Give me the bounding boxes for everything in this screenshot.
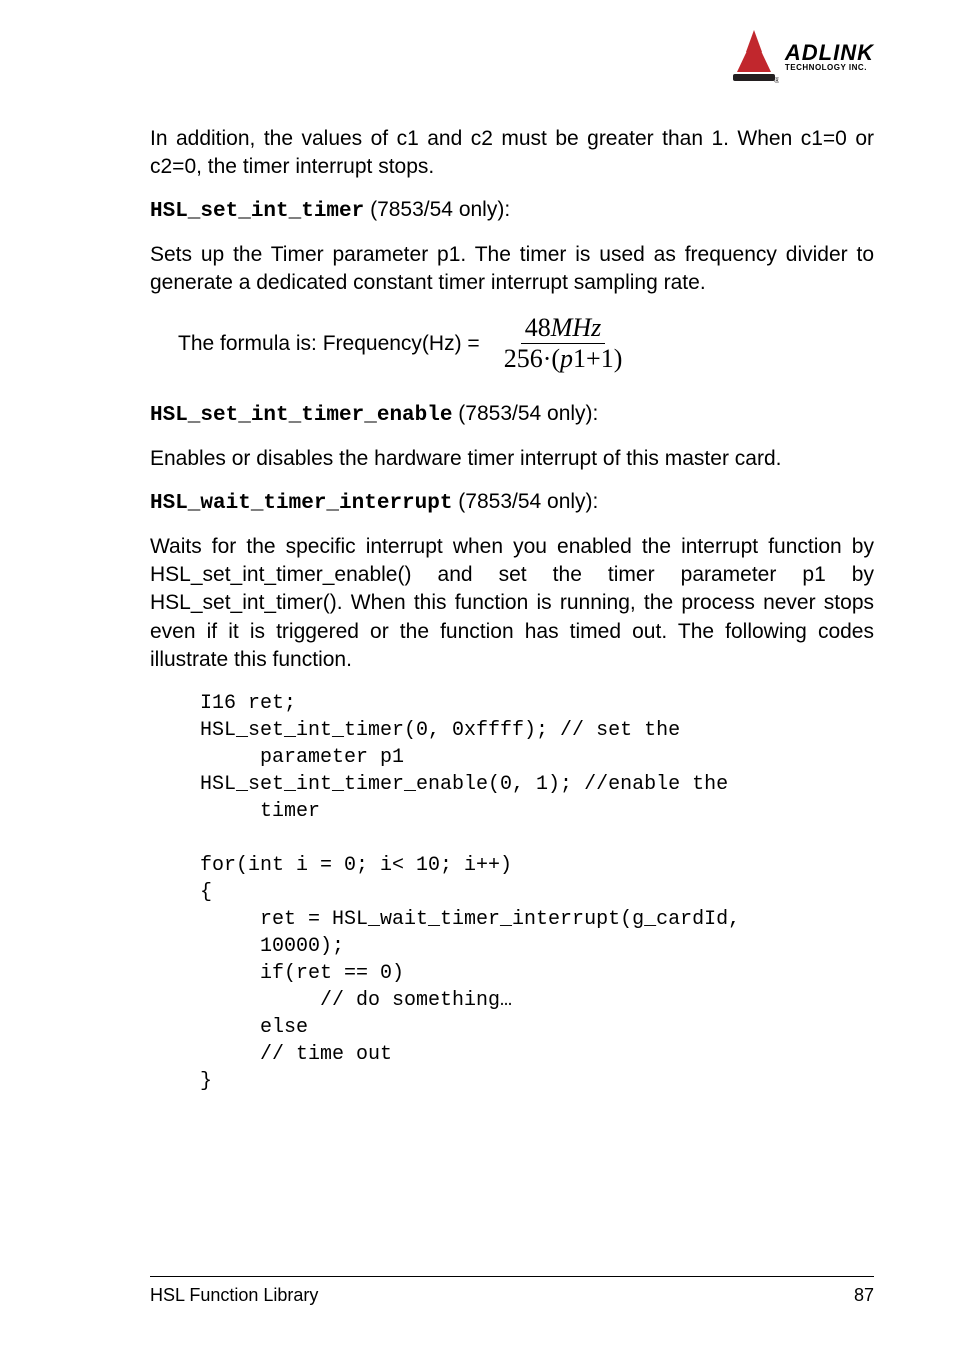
- formula-den-one: 1: [601, 344, 614, 373]
- content: In addition, the values of c1 and c2 mus…: [150, 125, 874, 1095]
- func1-desc: Sets up the Timer parameter p1. The time…: [150, 241, 874, 298]
- page: ® ADLINK TECHNOLOGY INC. In addition, th…: [0, 0, 954, 1352]
- func1-suffix: (7853/54 only):: [364, 198, 510, 221]
- func2-name: HSL_set_int_timer_enable: [150, 404, 452, 427]
- formula-denominator: 256·(p1+1): [500, 344, 627, 374]
- formula-numerator: 48MHz: [521, 313, 606, 344]
- formula-den-varnum: 1: [573, 344, 586, 373]
- formula-fraction: 48MHz 256·(p1+1): [500, 313, 627, 374]
- formula-label: The formula is: Frequency(Hz) =: [178, 332, 480, 356]
- func3-name: HSL_wait_timer_interrupt: [150, 492, 452, 515]
- func2-suffix: (7853/54 only):: [452, 402, 598, 425]
- func3-desc: Waits for the specific interrupt when yo…: [150, 533, 874, 675]
- svg-text:®: ®: [774, 76, 779, 84]
- formula-num-unit: MHz: [551, 313, 602, 342]
- intro-paragraph: In addition, the values of c1 and c2 mus…: [150, 125, 874, 182]
- formula-den-var: p: [560, 344, 573, 373]
- code-sample: I16 ret; HSL_set_int_timer(0, 0xffff); /…: [200, 690, 874, 1095]
- formula-num-value: 48: [525, 313, 551, 342]
- func1-name: HSL_set_int_timer: [150, 200, 364, 223]
- brand-logo: ® ADLINK TECHNOLOGY INC.: [729, 30, 874, 84]
- footer: HSL Function Library 87: [150, 1276, 874, 1306]
- logo-brand: ADLINK: [785, 42, 874, 64]
- formula-den-open: (: [551, 344, 560, 373]
- logo-triangle-icon: ®: [729, 30, 779, 84]
- formula-den-plus: +: [586, 344, 601, 373]
- formula-den-close: ): [614, 344, 623, 373]
- func3-suffix: (7853/54 only):: [452, 490, 598, 513]
- page-number: 87: [854, 1285, 874, 1306]
- footer-title: HSL Function Library: [150, 1285, 318, 1306]
- formula-row: The formula is: Frequency(Hz) = 48MHz 25…: [178, 313, 874, 374]
- logo-text: ADLINK TECHNOLOGY INC.: [785, 42, 874, 72]
- func3-heading: HSL_wait_timer_interrupt (7853/54 only):: [150, 490, 874, 515]
- formula-den-const: 256: [504, 344, 543, 373]
- func2-heading: HSL_set_int_timer_enable (7853/54 only):: [150, 402, 874, 427]
- func2-desc: Enables or disables the hardware timer i…: [150, 445, 874, 473]
- func1-heading: HSL_set_int_timer (7853/54 only):: [150, 198, 874, 223]
- logo-sub: TECHNOLOGY INC.: [785, 64, 867, 72]
